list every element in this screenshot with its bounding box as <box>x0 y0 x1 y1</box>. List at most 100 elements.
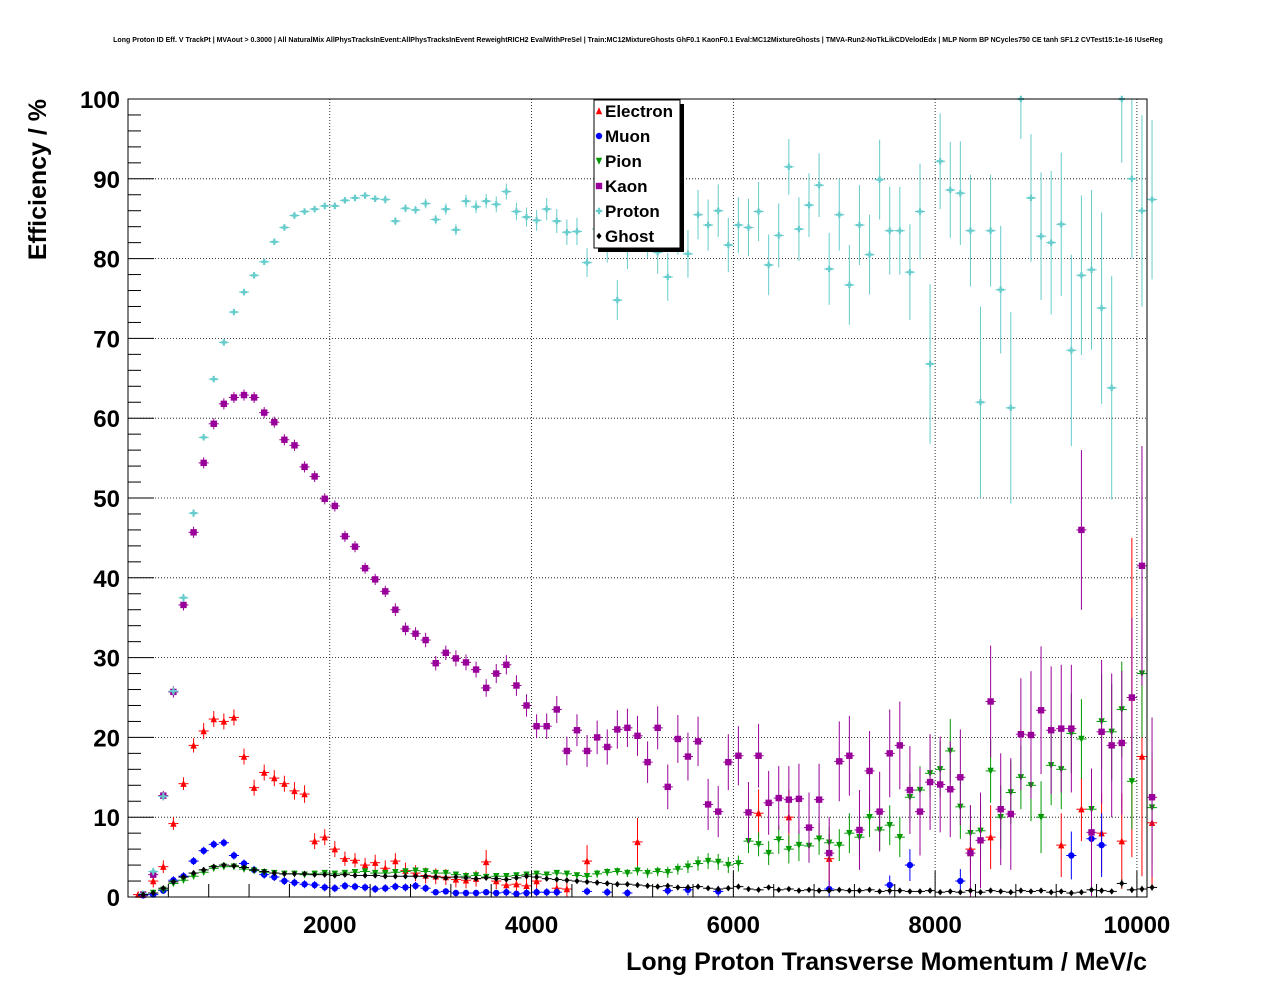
muon-marker <box>281 877 288 885</box>
proton-point <box>228 308 239 316</box>
electron-marker <box>311 837 318 845</box>
kaon-marker <box>936 781 944 788</box>
electron-marker <box>200 727 207 735</box>
proton-marker <box>553 217 560 225</box>
y-tick-label: 0 <box>107 885 120 912</box>
ghost-point <box>975 889 986 896</box>
ghost-marker <box>1099 887 1105 894</box>
legend-label-pion: Pion <box>605 152 642 171</box>
ghost-marker <box>877 888 883 895</box>
proton-point <box>450 224 461 236</box>
proton-point <box>935 113 946 210</box>
proton-point <box>259 258 270 265</box>
ghost-point <box>460 874 472 882</box>
proton-marker <box>543 205 550 213</box>
kaon-point <box>894 701 905 790</box>
proton-point <box>521 207 532 227</box>
kaon-marker <box>967 849 974 857</box>
ghost-marker <box>332 872 338 879</box>
muon-marker <box>886 881 893 889</box>
ghost-point <box>349 872 361 879</box>
proton-marker <box>291 212 298 219</box>
kaon-point <box>904 746 915 834</box>
proton-point <box>864 214 875 295</box>
proton-marker <box>160 793 167 800</box>
kaon-marker <box>573 727 581 734</box>
ghost-marker <box>160 885 166 892</box>
electron-marker <box>301 790 308 798</box>
proton-marker <box>1027 194 1035 202</box>
ghost-marker <box>140 891 146 898</box>
proton-marker <box>523 213 530 221</box>
proton-point <box>531 209 542 231</box>
kaon-point <box>208 418 219 430</box>
pion-marker <box>614 868 621 876</box>
muon-point <box>450 889 461 897</box>
proton-marker <box>805 201 813 209</box>
proton-marker <box>916 208 924 215</box>
legend-entry-muon: Muon <box>595 127 650 146</box>
electron-marker <box>250 783 258 791</box>
electron-marker <box>291 787 298 795</box>
muon-point <box>440 888 451 895</box>
kaon-marker <box>896 742 904 749</box>
kaon-marker <box>765 799 772 807</box>
muon-point <box>370 885 381 894</box>
legend-label-electron: Electron <box>605 102 673 121</box>
ghost-marker <box>756 886 762 894</box>
pion-point <box>753 832 764 857</box>
pion-marker <box>644 869 651 877</box>
proton-marker <box>331 202 339 210</box>
electron-point <box>561 881 572 897</box>
kaon-point <box>571 714 583 747</box>
electron-marker <box>190 741 197 749</box>
pion-marker <box>604 869 611 877</box>
proton-marker <box>361 192 369 199</box>
ghost-point <box>743 885 754 893</box>
proton-marker <box>765 261 772 269</box>
electron-marker <box>220 717 228 725</box>
kaon-marker <box>684 753 692 760</box>
proton-marker <box>281 224 288 231</box>
pion-marker <box>785 845 793 853</box>
legend-label-proton: Proton <box>605 202 660 221</box>
electron-point <box>238 748 250 765</box>
electron-marker <box>523 882 530 890</box>
ghost-marker <box>675 884 681 891</box>
ghost-point <box>188 869 199 877</box>
proton-point <box>1126 99 1137 259</box>
muon-point <box>390 882 401 891</box>
electron-point <box>1056 813 1067 878</box>
ghost-point <box>682 884 693 891</box>
kaon-point <box>682 732 693 781</box>
kaon-point <box>491 663 502 684</box>
kaon-marker <box>886 750 893 757</box>
kaon-point <box>592 720 603 755</box>
muon-marker <box>957 877 964 885</box>
proton-point <box>218 339 229 346</box>
proton-marker <box>503 188 510 195</box>
proton-marker <box>311 205 318 213</box>
ghost-marker <box>463 874 469 882</box>
proton-marker <box>190 509 197 517</box>
ghost-marker <box>917 888 923 895</box>
ghost-point <box>1116 879 1127 888</box>
kaon-point <box>773 766 784 830</box>
y-tick-label: 50 <box>93 486 120 513</box>
pion-marker <box>846 829 853 837</box>
proton-marker <box>755 208 762 215</box>
proton-point <box>925 284 936 444</box>
pion-point <box>551 869 562 877</box>
ghost-point <box>642 882 653 890</box>
pion-point <box>783 834 794 864</box>
proton-marker <box>866 251 873 258</box>
ghost-point <box>138 891 149 898</box>
ghost-marker <box>715 885 721 893</box>
series-proton <box>138 95 1158 898</box>
y-tick-label: 60 <box>93 406 120 433</box>
kaon-point <box>228 391 239 404</box>
proton-marker <box>745 224 752 231</box>
legend-marker-pion <box>595 157 603 165</box>
proton-point <box>430 214 441 225</box>
proton-point <box>1005 312 1016 504</box>
